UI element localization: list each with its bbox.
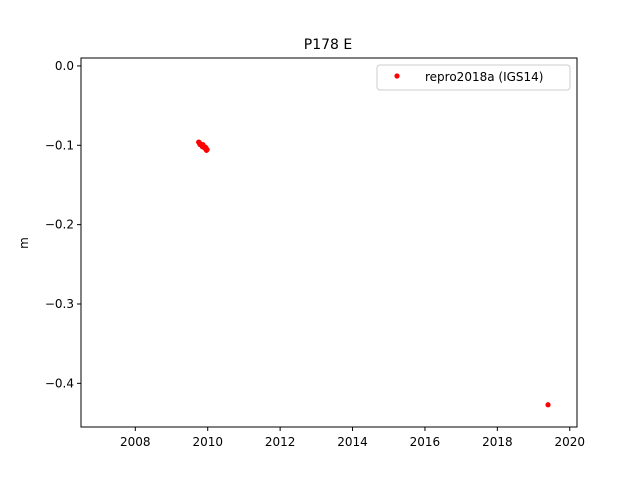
series-layer	[196, 139, 551, 408]
x-tick-label: 2018	[482, 435, 513, 449]
chart-title: P178 E	[304, 37, 352, 53]
x-tick-label: 2008	[120, 435, 151, 449]
data-point	[204, 146, 210, 153]
x-axis: 2008 2010 2012 2014 2016 2018 2020	[120, 427, 585, 449]
data-point	[545, 402, 551, 408]
legend: repro2018a (IGS14)	[376, 64, 571, 91]
y-tick-label: −0.4	[45, 376, 74, 390]
y-tick-label: −0.3	[45, 297, 74, 311]
axes-frame	[80, 57, 578, 428]
legend-box	[376, 64, 571, 91]
x-tick-label: 2020	[554, 435, 585, 449]
y-tick-label: 0.0	[55, 59, 74, 73]
y-axis-label: m	[17, 237, 31, 249]
x-tick-label: 2012	[265, 435, 296, 449]
x-tick-label: 2010	[192, 435, 223, 449]
x-tick-label: 2014	[337, 435, 368, 449]
y-axis: 0.0 −0.1 −0.2 −0.3 −0.4	[45, 59, 81, 390]
y-tick-label: −0.1	[45, 138, 74, 152]
x-tick-label: 2016	[410, 435, 441, 449]
plot-area	[80, 57, 578, 428]
y-tick-label: −0.2	[45, 218, 74, 232]
legend-marker	[394, 73, 400, 79]
legend-label: repro2018a (IGS14)	[425, 70, 543, 84]
